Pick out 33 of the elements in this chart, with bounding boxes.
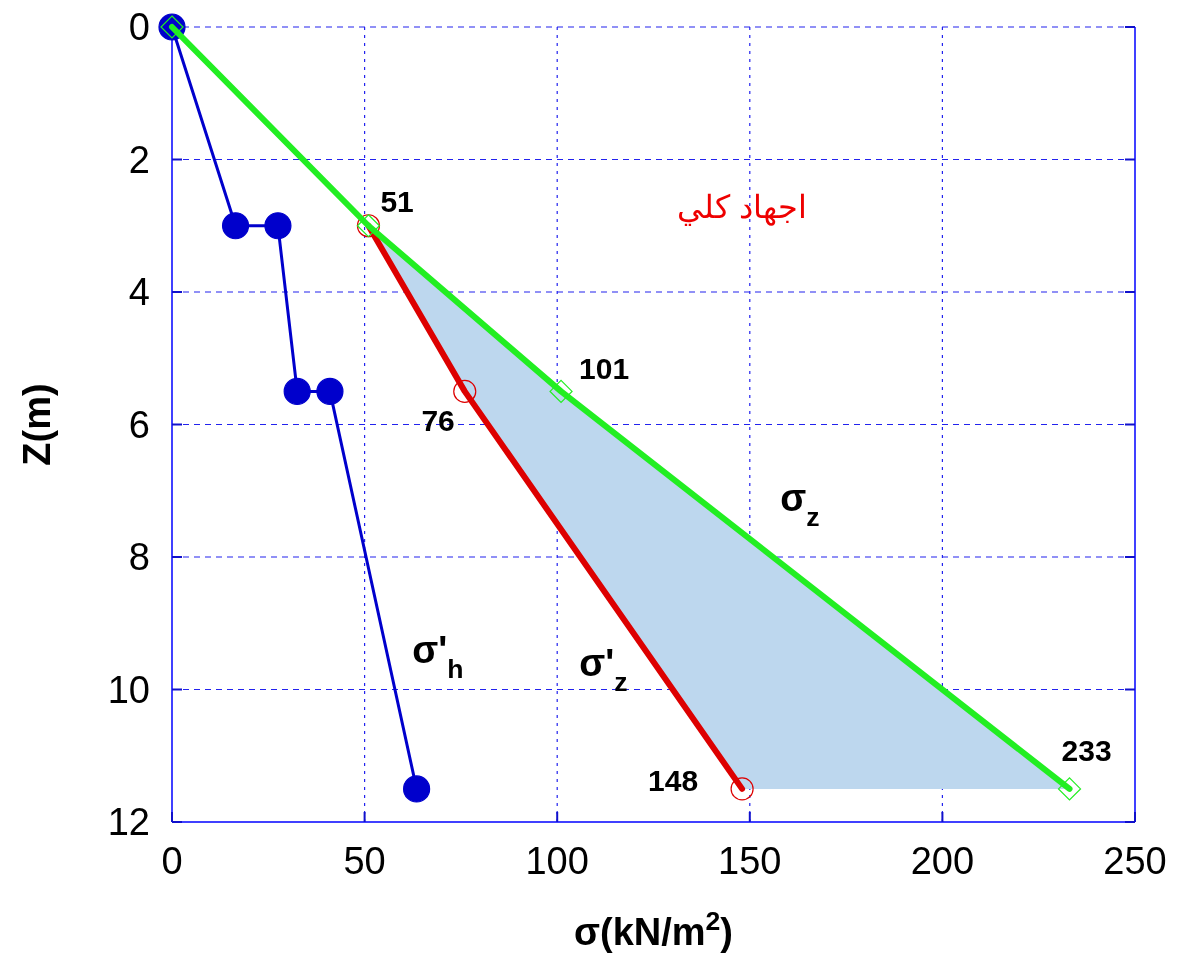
x-tick-label: 250 [1103, 840, 1167, 882]
x-tick-label: 150 [718, 840, 782, 882]
point [264, 212, 292, 240]
point [549, 379, 573, 403]
y-tick-label: 6 [128, 403, 150, 446]
annotation: اجهاد كلي [677, 189, 807, 226]
annotation: 51 [380, 184, 414, 218]
point [221, 212, 250, 240]
series-label: σ$_{z}$ [780, 476, 820, 532]
x-axis-title: σ(kN/m$^{2}$) [573, 906, 734, 953]
annotation: 76 [421, 404, 455, 438]
x-tick-label: 0 [161, 840, 183, 882]
series-label: σ'$_{z}$ [579, 642, 628, 698]
annotation: 148 [648, 763, 699, 797]
point [403, 775, 431, 803]
point [316, 377, 344, 405]
point [283, 377, 311, 405]
y-axis-title: Z(m) [16, 383, 58, 466]
y-tick-label: 0 [128, 6, 150, 48]
point [730, 777, 754, 801]
annotation: 233 [1061, 733, 1112, 767]
y-tick-label: 10 [107, 668, 150, 711]
x-tick-label: 50 [343, 840, 386, 882]
y-tick-label: 8 [128, 536, 150, 578]
x-tick-label: 100 [525, 840, 589, 882]
y-tick-label: 2 [128, 138, 150, 181]
y-tick-label: 4 [128, 271, 150, 313]
annotation: 101 [579, 352, 630, 386]
x-tick-label: 200 [910, 840, 975, 882]
point [453, 379, 477, 403]
series-label: σ'$_{h}$ [412, 629, 464, 684]
y-tick-label: 12 [107, 801, 150, 843]
point [1057, 777, 1082, 801]
